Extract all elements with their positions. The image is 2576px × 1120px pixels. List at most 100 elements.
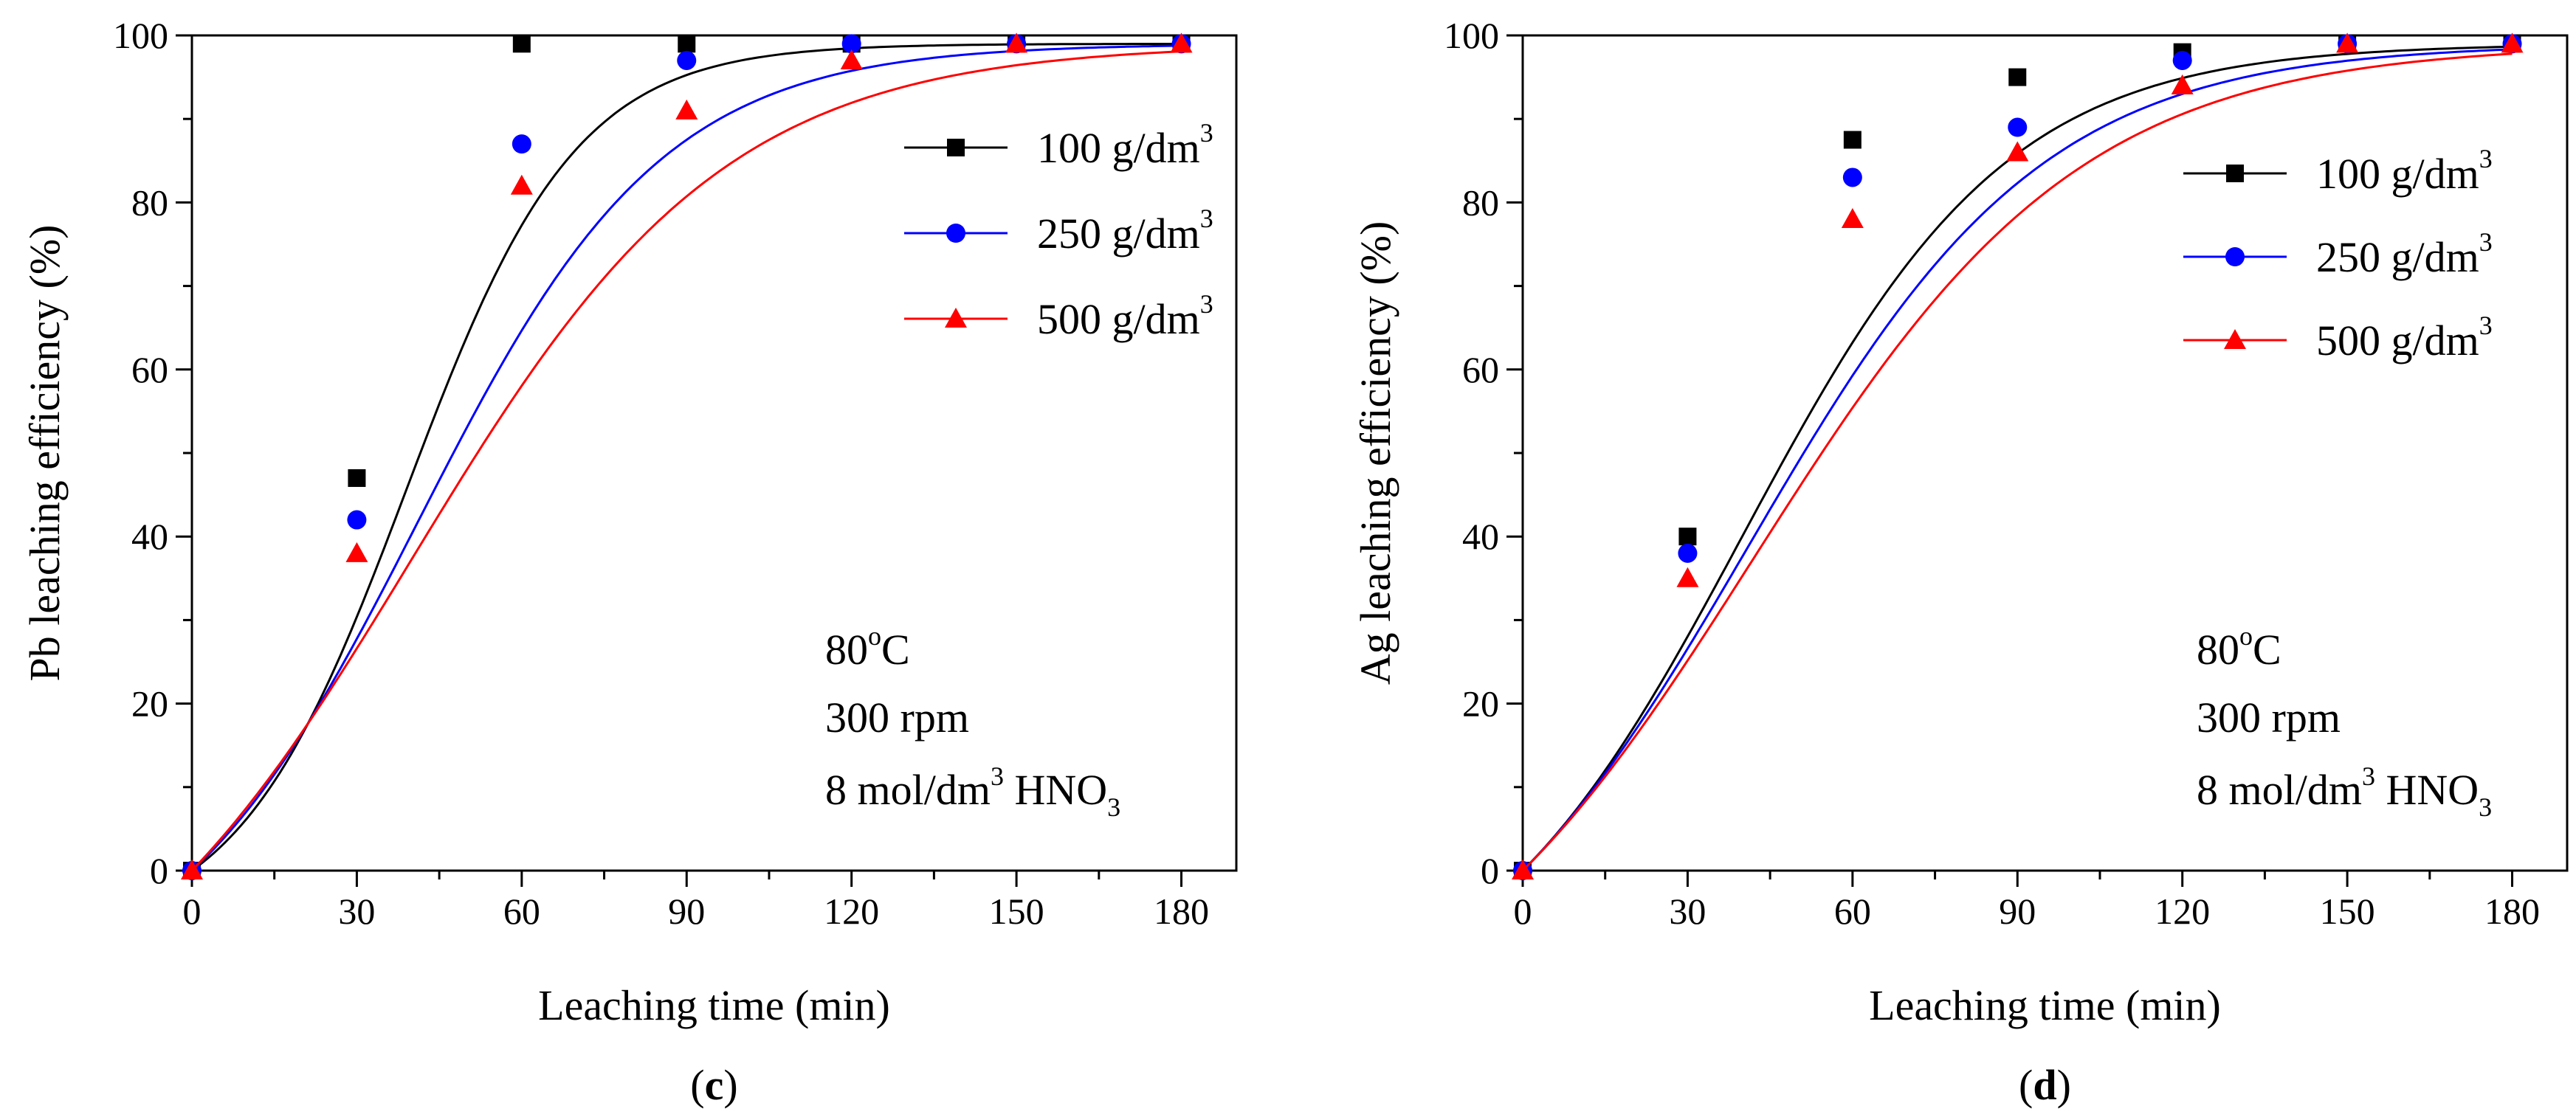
y-tick-label: 0 [1481,850,1499,891]
cond-acid-sub: 3 [2479,792,2492,822]
cond-acid-name: HNO [2375,766,2479,814]
x-axis-title: Leaching time (min) [1869,981,2221,1029]
cond-acid-conc-sup: 3 [991,761,1004,791]
x-tick-label: 30 [1669,891,1706,932]
x-tick-label: 120 [2155,891,2210,932]
legend-marker [2224,329,2246,349]
cond-temp-value: 80 [825,626,868,674]
series-2 [1512,32,2524,879]
legend-sup: 3 [1200,118,1213,148]
legend-sup: 3 [2479,144,2493,173]
data-point [1512,860,1534,879]
panel-label: (c) [690,1061,737,1109]
fit-curve [190,50,1182,872]
legend-label: 500 g/dm3 [2316,311,2493,364]
data-point [1678,543,1698,563]
data-point [2171,74,2194,94]
data-point [840,49,863,69]
legend-name: 500 g/dm [2316,317,2479,364]
chart-panel-d: 0 30 60 90 120 150 180 0 20 40 60 80 100 Leaching tim… [1351,15,2569,1109]
condition-temperature: 80oC [2197,621,2281,674]
panel-label: (d) [2019,1061,2071,1109]
legend-name: 100 g/dm [1037,124,1200,172]
legend-name: 500 g/dm [1037,295,1200,343]
cond-temp-unit: C [2253,626,2281,674]
data-point [348,469,366,487]
cond-acid-sub: 3 [1107,792,1120,822]
x-tick-label: 150 [2320,891,2375,932]
legend-label: 250 g/dm3 [1037,204,1213,257]
data-point [1843,131,1862,149]
panel-letter: c [705,1061,724,1109]
data-point [345,542,368,562]
condition-acid: 8 mol/dm3 HNO3 [2197,761,2492,822]
y-tick-label: 60 [131,349,168,390]
x-tick-label: 180 [2484,891,2540,932]
data-point [1170,32,1193,53]
cond-acid-conc: 8 mol/dm [2197,766,2362,814]
x-tick-label: 90 [1999,891,2036,932]
x-tick-label: 150 [989,891,1044,932]
data-point [675,99,698,120]
legend-label: 500 g/dm3 [1037,289,1213,343]
legend-marker [947,139,965,156]
data-point [678,35,696,53]
fit-curve [1521,52,2513,872]
legend-marker [945,308,967,328]
cond-acid-conc-sup: 3 [2362,761,2375,791]
series-2 [181,32,1193,879]
y-tick-label: 80 [131,182,168,223]
data-point [1678,528,1697,546]
data-point [512,134,531,154]
y-tick-label: 100 [113,15,168,56]
data-point [1676,567,1699,587]
data-point [2006,141,2029,162]
condition-speed: 300 rpm [2197,694,2341,742]
legend-sup: 3 [2479,227,2493,257]
panel-letter: d [2033,1061,2056,1109]
chart-panel-c: 0 30 60 90 120 150 180 0 20 40 60 80 100 Leaching tim… [21,15,1238,1109]
fit-curve [191,42,1182,872]
legend-marker [946,224,965,243]
legend-sup: 3 [1200,204,1213,233]
legend-marker [2226,165,2244,182]
cond-acid-conc: 8 mol/dm [825,766,991,814]
legend-marker [2225,247,2245,266]
data-point [1842,167,1862,187]
y-tick-label: 60 [1462,349,1499,390]
legend-sup: 3 [1200,289,1213,319]
y-tick-label: 0 [150,850,168,891]
data-point [2008,117,2028,137]
data-point [841,34,861,54]
y-axis-title: Pb leaching efficiency (%) [21,225,69,682]
data-point [2501,32,2524,53]
condition-speed: 300 rpm [825,694,969,742]
data-point [510,174,533,195]
x-tick-label: 180 [1154,891,1209,932]
y-tick-label: 40 [131,516,168,557]
cond-temp-unit: C [881,626,910,674]
y-tick-label: 80 [1462,182,1499,223]
legend-sup: 3 [2479,311,2493,340]
data-point [677,50,697,70]
x-tick-label: 90 [668,891,705,932]
y-tick-label: 20 [1462,683,1499,725]
data-point [347,510,367,530]
legend-label: 100 g/dm3 [2316,144,2493,198]
y-axis-title: Ag leaching efficiency (%) [1351,221,1399,685]
data-point [181,860,203,879]
y-tick-label: 40 [1462,516,1499,557]
data-point [512,35,531,53]
y-tick-label: 100 [1444,15,1499,56]
data-point [2172,50,2192,70]
x-tick-label: 0 [1514,891,1532,932]
data-point [2336,32,2359,53]
data-point [1005,32,1028,53]
x-tick-label: 60 [503,891,540,932]
legend-name: 250 g/dm [1037,210,1200,257]
x-tick-label: 120 [824,891,879,932]
x-axis-title: Leaching time (min) [538,981,890,1029]
legend-name: 100 g/dm [2316,150,2479,198]
cond-temp-degree: o [868,621,881,651]
legend-name: 250 g/dm [2316,233,2479,281]
